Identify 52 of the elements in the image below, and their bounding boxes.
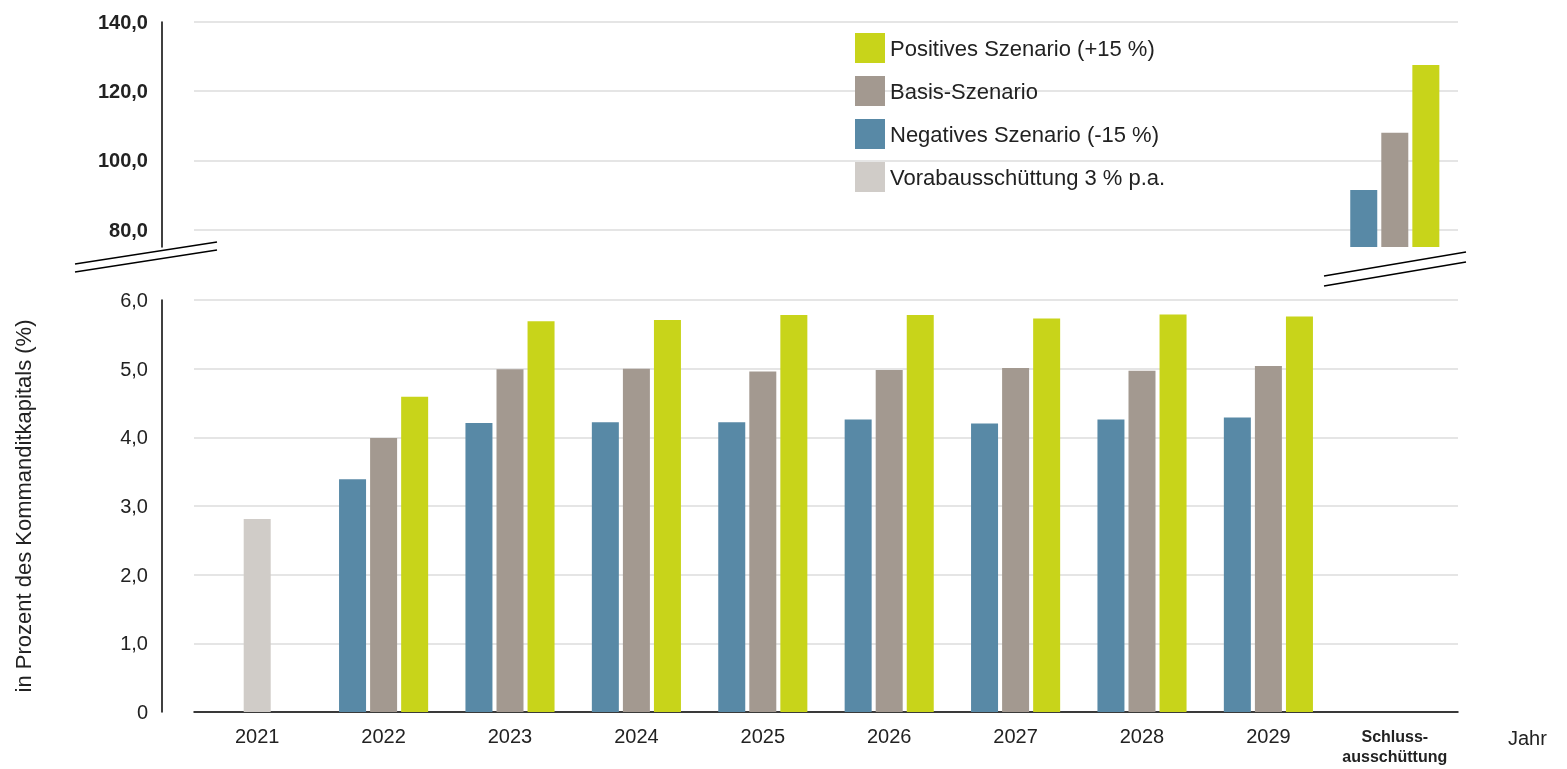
bar <box>1223 417 1251 712</box>
y-tick-label: 1,0 <box>120 632 148 655</box>
y-tick-label: 100,0 <box>97 149 148 172</box>
y-tick-label: 140,0 <box>97 11 148 33</box>
bar <box>622 368 650 712</box>
bar <box>527 321 555 712</box>
x-tick-label: 2021 <box>234 725 280 747</box>
bar <box>875 370 903 712</box>
y-tick-label: 3,0 <box>120 495 148 517</box>
legend-label: Negatives Szenario (-15 %) <box>890 121 1160 147</box>
x-tick-label: 2027 <box>993 725 1038 747</box>
x-tick-label: 2028 <box>1119 725 1165 747</box>
x-tick-label: 2026 <box>866 725 912 747</box>
y-tick-label: 2,0 <box>120 563 148 586</box>
bar <box>370 438 398 712</box>
y-tick-label: 6,0 <box>120 289 148 311</box>
x-tick-label: 2023 <box>487 725 533 747</box>
bar <box>718 422 746 712</box>
bar <box>401 396 429 712</box>
y-tick-label: 5,0 <box>120 357 148 380</box>
bar <box>1002 367 1030 712</box>
y-tick-label: 0 <box>136 701 148 723</box>
x-tick-label: 2024 <box>614 725 659 747</box>
bar <box>749 371 777 712</box>
y-tick-label: 120,0 <box>97 80 148 103</box>
bar <box>906 315 934 712</box>
legend-label: Basis-Szenario <box>890 78 1038 104</box>
bar <box>591 422 619 712</box>
bar <box>1285 316 1313 712</box>
y-tick-label: 80,0 <box>109 218 148 241</box>
bar <box>1254 365 1282 712</box>
x-tick-label: 2029 <box>1246 725 1291 747</box>
bar <box>971 423 999 712</box>
bar <box>496 369 524 712</box>
y-tick-label: 4,0 <box>120 426 148 449</box>
legend-label: Vorabausschüttung 3 % p.a. <box>890 164 1166 190</box>
bar <box>243 519 271 712</box>
y-axis-title: in Prozent des Kommanditkapitals (%) <box>10 319 36 693</box>
x-tick-label: 2025 <box>740 725 786 747</box>
legend-label: Positives Szenario (+15 %) <box>890 35 1155 61</box>
bar <box>339 479 367 712</box>
bar <box>1128 370 1156 712</box>
bar <box>844 419 872 712</box>
bar <box>653 319 681 712</box>
bar <box>1097 419 1125 712</box>
x-axis-title: Jahr <box>1508 727 1548 749</box>
x-tick-label: Schluss- ausschüttung <box>1342 727 1448 765</box>
x-tick-label: 2022 <box>361 725 406 747</box>
bar <box>780 315 808 712</box>
bar <box>465 422 493 712</box>
bar <box>1033 318 1061 712</box>
bar <box>1159 314 1187 712</box>
